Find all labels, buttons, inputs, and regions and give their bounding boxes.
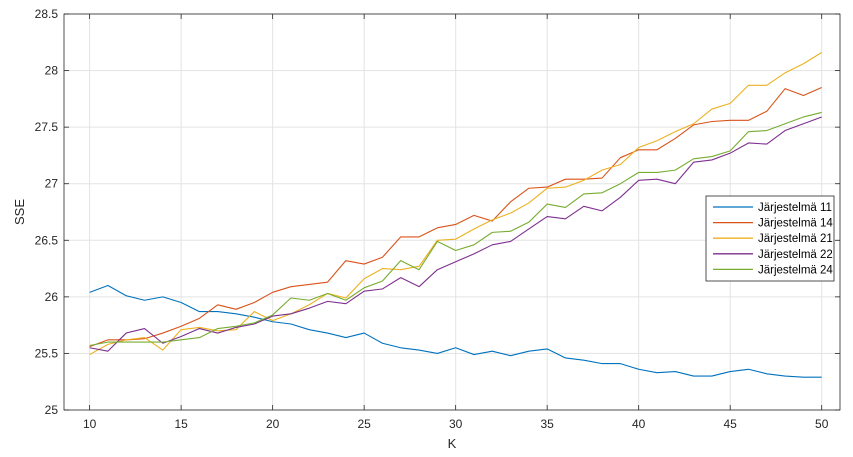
series-lines [89,52,822,378]
y-tick-label: 27.5 [35,120,59,134]
x-tick-label: 20 [266,417,280,431]
x-tick-label: 35 [540,417,554,431]
legend-label: Järjestelmä 21 [758,233,833,245]
y-axis-label: SSE [12,199,27,225]
y-tick-label: 27 [45,177,59,191]
y-tick-label: 28.5 [35,7,59,21]
legend-label: Järjestelmä 22 [758,249,833,261]
axis-ticks [64,13,840,411]
series-line-1 [89,284,822,378]
y-tick-label: 25 [45,403,59,417]
x-tick-label: 25 [357,417,371,431]
legend: Järjestelmä 11 Järjestelmä 14 Järjestelmä … [705,195,835,282]
tick-labels: 10 15 20 25 30 35 40 45 50 25 25.5 26 26.5 27 27.5 28 28… [35,7,829,431]
x-tick-label: 50 [815,417,829,431]
series-line-5 [89,111,822,347]
legend-label: Järjestelmä 11 [758,202,832,214]
legend-label: Järjestelmä 14 [758,218,833,230]
x-tick-label: 10 [83,417,97,431]
y-tick-label: 28 [45,64,59,78]
series-line-2 [89,87,822,348]
x-tick-label: 30 [449,417,463,431]
x-tick-label: 40 [632,417,646,431]
y-tick-label: 26 [45,290,59,304]
y-tick-label: 25.5 [35,346,59,360]
series-line-3 [89,52,822,356]
x-axis-label: K [448,436,457,451]
legend-label: Järjestelmä 24 [758,264,833,276]
plot-frame [63,13,841,411]
x-tick-label: 15 [174,417,188,431]
x-tick-label: 45 [724,417,738,431]
y-tick-label: 26.5 [35,233,59,247]
